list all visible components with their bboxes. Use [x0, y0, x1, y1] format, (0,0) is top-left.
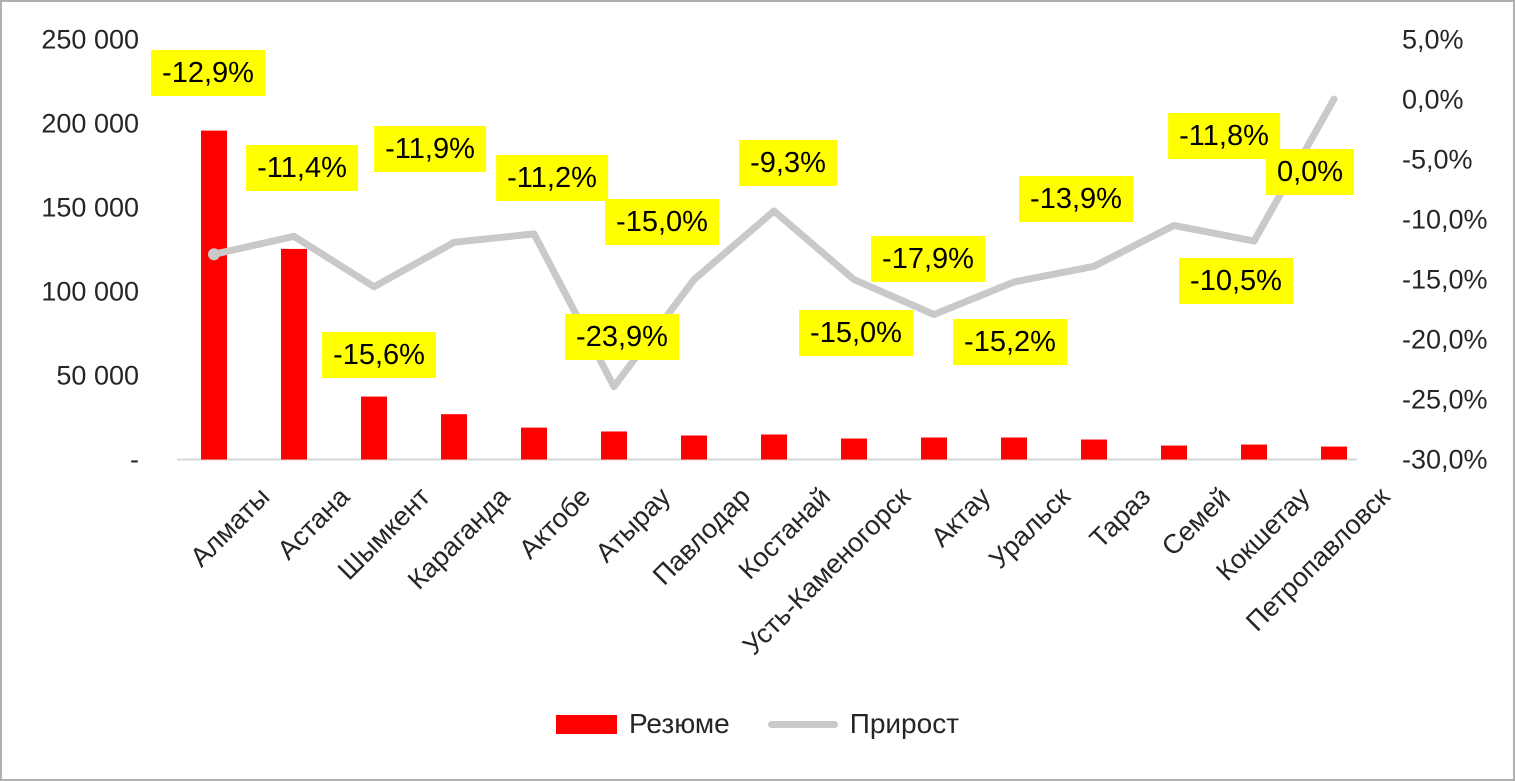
bar-5 — [601, 431, 627, 460]
data-label: -15,6% — [322, 332, 436, 378]
chart-legend: Резюме Прирост — [2, 708, 1513, 740]
data-label: -11,9% — [374, 126, 486, 172]
data-label: -13,9% — [1019, 176, 1133, 222]
bar-11 — [1081, 439, 1107, 460]
data-label: -15,0% — [605, 199, 719, 245]
data-label: 0,0% — [1265, 149, 1355, 195]
bar-8 — [841, 438, 867, 460]
bar-10 — [1001, 437, 1027, 460]
left-axis-tick: 100 000 — [41, 276, 139, 307]
right-axis-tick: -10,0% — [1402, 204, 1488, 235]
bar-3 — [441, 414, 467, 460]
line-series-swatch-icon — [767, 720, 838, 728]
bar-13 — [1241, 444, 1267, 460]
data-label: -10,5% — [1179, 258, 1293, 304]
left-axis-tick: - — [130, 444, 139, 475]
right-axis-tick: -20,0% — [1402, 324, 1488, 355]
bar-14 — [1321, 446, 1347, 460]
data-label: -23,9% — [565, 314, 679, 360]
bar-0 — [201, 130, 227, 460]
legend-label: Резюме — [628, 708, 730, 739]
right-axis-tick: -15,0% — [1402, 264, 1488, 295]
right-axis-tick: -5,0% — [1402, 144, 1473, 175]
bar-4 — [521, 427, 547, 460]
right-axis-tick: 0,0% — [1402, 84, 1464, 115]
bar-1 — [281, 248, 307, 460]
left-axis-tick: 250 000 — [41, 24, 139, 55]
bar-9 — [921, 437, 947, 460]
data-label: -9,3% — [739, 140, 837, 186]
data-label: -11,8% — [1168, 113, 1280, 159]
right-axis-tick: -30,0% — [1402, 444, 1488, 475]
bar-series-swatch-icon — [555, 714, 617, 734]
right-axis-tick: 5,0% — [1402, 24, 1464, 55]
left-axis-tick: 50 000 — [56, 360, 139, 391]
data-label: -12,9% — [151, 50, 265, 96]
legend-label: Прирост — [849, 708, 960, 739]
data-label: -11,4% — [246, 145, 358, 191]
bar-7 — [761, 434, 787, 460]
bar-6 — [681, 435, 707, 460]
left-axis-tick: 200 000 — [41, 108, 139, 139]
bar-2 — [361, 396, 387, 460]
bar-12 — [1161, 445, 1187, 460]
data-label: -15,2% — [953, 319, 1067, 365]
data-label: -15,0% — [799, 310, 913, 356]
right-axis-tick: -25,0% — [1402, 384, 1488, 415]
legend-item-growth: Прирост — [767, 708, 960, 740]
growth-line — [210, 95, 1338, 391]
data-label: -17,9% — [871, 236, 985, 282]
left-axis-tick: 150 000 — [41, 192, 139, 223]
legend-item-resume: Резюме — [555, 708, 730, 740]
data-label: -11,2% — [496, 155, 608, 201]
